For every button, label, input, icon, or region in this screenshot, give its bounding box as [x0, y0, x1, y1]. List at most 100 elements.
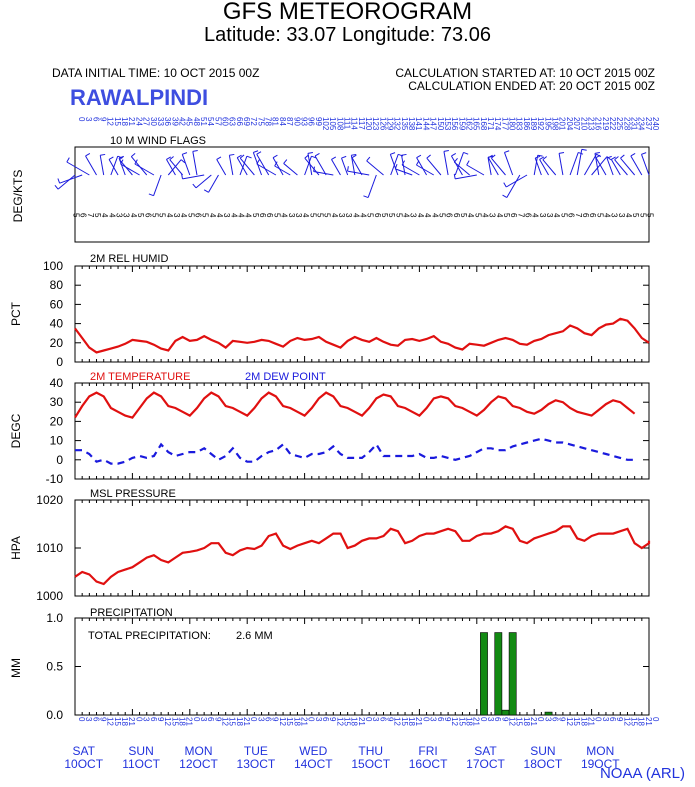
hour-of-day-label: 18: [235, 717, 244, 726]
forecast-hour-label: 165: [472, 117, 481, 131]
wind-barb: [256, 153, 270, 176]
forecast-hour-label: 66: [235, 117, 244, 126]
wind-barb: [351, 157, 363, 176]
day-date-label: 14OCT: [294, 757, 333, 771]
wind-barb: [59, 174, 83, 184]
wind-speed-label: 3: [488, 213, 497, 218]
rh-axis-tick-label: 20: [50, 336, 64, 350]
wind-barb-flag: [85, 153, 91, 157]
wind-barb-flag: [236, 154, 242, 159]
day-date-label: 12OCT: [179, 757, 218, 771]
forecast-hour-label: 27: [142, 117, 151, 126]
wind-speed-label: 6: [258, 213, 267, 218]
wind-barb-flag: [274, 161, 278, 167]
wind-speed-label: 4: [330, 213, 339, 218]
wind-barb: [110, 156, 119, 176]
wind-barb-flag: [611, 156, 616, 160]
wind-barb: [366, 160, 384, 176]
pressure-axis-tick-label: 1010: [36, 541, 63, 555]
wind-barb-flag: [347, 166, 349, 172]
wind-barb: [416, 157, 428, 176]
hour-of-day-label: 18: [579, 717, 588, 726]
day-of-week-label: SAT: [72, 744, 95, 758]
wind-speed-label: 6: [524, 213, 533, 218]
precip-bar: [480, 632, 488, 716]
forecast-hour-label: 81: [271, 117, 280, 126]
wind-barb-flag: [169, 156, 174, 161]
wind-speed-label: 5: [323, 213, 332, 218]
forecast-hour-label: 207: [572, 117, 581, 131]
forecast-hour-label: 132: [393, 117, 402, 131]
wind-speed-label: 4: [531, 213, 540, 218]
hour-of-day-label: 21: [529, 717, 538, 726]
wind-barb-flag: [313, 166, 315, 172]
precip-bar: [501, 709, 510, 716]
hour-of-day-label: 3: [314, 717, 323, 722]
wind-barb-flag: [181, 173, 183, 179]
wind-speed-label: 5: [251, 213, 260, 218]
hour-of-day-label: 9: [615, 717, 624, 722]
wind-barb: [534, 157, 542, 176]
hour-of-day-label: 0: [421, 717, 430, 722]
forecast-hour-label: 54: [206, 117, 215, 126]
wind-barb-flag: [239, 154, 245, 159]
wind-speed-label: 5: [201, 213, 210, 218]
wind-barb-flag: [192, 150, 198, 152]
wind-barb: [195, 174, 212, 189]
temp-axis-tick-label: 10: [50, 434, 64, 448]
wind-barb: [228, 155, 234, 176]
wind-barb-flag: [394, 163, 398, 170]
hour-of-day-label: 21: [644, 717, 653, 726]
hour-of-day-label: 18: [637, 717, 646, 726]
page-title: GFS METEOROGRAM: [222, 0, 473, 25]
wind-speed-label: 5: [387, 213, 396, 218]
forecast-hour-label: 111: [342, 117, 351, 130]
wind-barb-flag: [246, 155, 252, 159]
wind-speed-label: 5: [366, 213, 375, 218]
wind-barb: [331, 159, 341, 176]
wind-barb-flag: [256, 159, 260, 165]
wind-speed-label: 5: [595, 213, 604, 218]
hour-of-day-label: 9: [271, 717, 280, 722]
hour-of-day-label: 21: [586, 717, 595, 726]
hour-of-day-label: 3: [84, 717, 93, 722]
hour-of-day-label: 12: [221, 717, 230, 726]
forecast-hour-label: 9: [99, 117, 108, 122]
wind-speed-label: 5: [459, 213, 468, 218]
wind-barb-flag: [390, 152, 396, 155]
wind-barb: [595, 157, 607, 176]
hour-of-day-label: 0: [134, 717, 143, 722]
day-of-week-label: MON: [586, 744, 614, 758]
hour-of-day-label: 15: [228, 717, 237, 726]
hour-of-day-label: 21: [299, 717, 308, 726]
wind-speed-label: 5: [380, 213, 389, 218]
hour-of-day-label: 9: [213, 717, 222, 722]
hour-of-day-label: 6: [264, 717, 273, 722]
wind-axis-label: DEG/KTS: [11, 170, 25, 223]
hour-of-day-label: 15: [113, 717, 122, 726]
forecast-hour-label: 30: [149, 117, 158, 126]
wind-barb-flag: [311, 155, 317, 159]
wind-barb: [576, 149, 583, 176]
forecast-hour-label: 240: [651, 117, 660, 131]
wind-barb: [153, 174, 162, 196]
wind-barb: [569, 152, 579, 176]
temp-axis-tick-label: 30: [50, 395, 64, 409]
day-of-week-label: TUE: [244, 744, 268, 758]
hour-of-day-label: 15: [170, 717, 179, 726]
wind-speed-label: 4: [402, 213, 411, 218]
forecast-hour-label: 63: [228, 117, 237, 126]
precip-total-label: TOTAL PRECIPITATION:: [88, 630, 211, 642]
wind-speed-label: 5: [646, 213, 655, 218]
wind-speed-label: 3: [115, 213, 124, 218]
day-date-label: 13OCT: [237, 757, 276, 771]
precip-bar: [508, 632, 517, 716]
hour-of-day-label: 6: [321, 717, 330, 722]
wind-speed-label: 7: [574, 213, 583, 218]
wind-speed-label: 4: [237, 213, 246, 218]
forecast-hour-label: 174: [493, 117, 502, 131]
forecast-hour-label: 219: [601, 117, 610, 131]
forecast-hour-label: 3: [84, 117, 93, 122]
day-date-label: 11OCT: [122, 757, 160, 771]
forecast-hour-label: 237: [644, 117, 653, 131]
